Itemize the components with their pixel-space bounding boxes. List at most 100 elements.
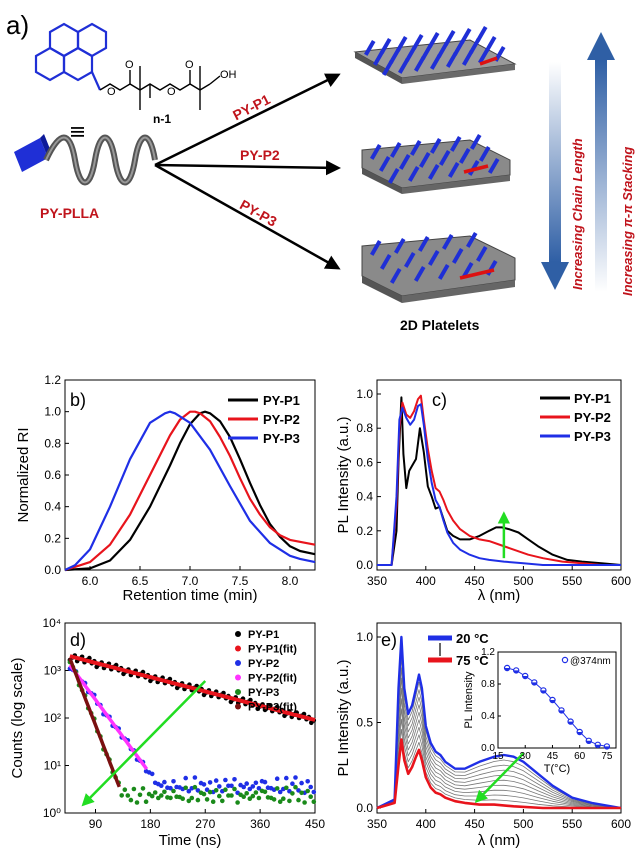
data-point xyxy=(162,789,167,795)
legend-entry: PY-P2 xyxy=(263,412,300,427)
platelet-2-spacing-arrow xyxy=(463,164,489,174)
data-point xyxy=(299,780,304,786)
platelet-1 xyxy=(353,26,517,84)
y-tick-label: 0.6 xyxy=(44,468,61,482)
data-point xyxy=(274,776,280,781)
data-point xyxy=(213,788,219,793)
pyrene-bar xyxy=(421,44,433,60)
x-tick-label: 270 xyxy=(195,817,215,831)
series-line-75c xyxy=(376,738,621,810)
legend-entry: PY-P2 xyxy=(574,410,611,425)
data-point xyxy=(149,771,155,777)
intermediate-curve xyxy=(376,718,622,809)
pyrene-bar xyxy=(444,29,456,46)
platelet-3-spacing-arrow xyxy=(459,268,495,280)
panel-c-frame xyxy=(376,379,622,571)
panel-e-label: e) xyxy=(381,630,397,650)
x-tick-label: 450 xyxy=(465,817,485,831)
py-plla-cartoon xyxy=(14,134,158,186)
route-arrow-2 xyxy=(154,160,341,176)
y-tick-label: 0.8 xyxy=(44,436,61,450)
data-point xyxy=(192,784,198,790)
y-tick-label: 0.4 xyxy=(44,500,61,514)
data-point xyxy=(296,788,301,793)
data-point xyxy=(253,780,259,786)
y-tick-label: 0.4 xyxy=(356,490,373,504)
x-tick-label: 450 xyxy=(465,574,485,588)
pyrene-bar xyxy=(461,262,474,278)
oxygen-label-3: O xyxy=(167,86,176,98)
legend-entry: PY-P3 xyxy=(248,687,279,699)
y-tick-label: 1.0 xyxy=(44,405,61,419)
data-point xyxy=(277,799,283,804)
x-tick-label: 7.5 xyxy=(232,574,249,588)
oxygen-label-4: O xyxy=(185,59,194,71)
panel-e-plot: 350 400 450 500 550 600 0.0 0.5 1.0 20 °C 75 °C xyxy=(356,630,631,831)
pyrene-bar xyxy=(394,238,406,254)
inset-x-tick-label: 15 xyxy=(492,751,504,762)
data-point xyxy=(232,777,237,782)
legend-marker xyxy=(235,660,241,666)
data-point xyxy=(281,796,286,801)
panel-c: 350 400 450 500 550 600 0.0 0.2 0.4 0.6 0.8 1.0 PY-P… xyxy=(335,379,631,604)
inset-legend-marker xyxy=(561,656,569,664)
pyrene-bar xyxy=(405,45,417,62)
pyrene-bar xyxy=(460,28,472,44)
pyrene-bar xyxy=(390,142,402,158)
inset-point-fill xyxy=(504,668,510,671)
series-line-py-p3 xyxy=(377,403,621,566)
data-point xyxy=(186,788,192,794)
inset-x-tick-label: 60 xyxy=(574,751,586,762)
pyrene-bar xyxy=(370,239,382,256)
green-arrow xyxy=(81,680,207,807)
data-point xyxy=(253,790,259,795)
data-point xyxy=(244,781,249,786)
data-point xyxy=(250,793,256,799)
series-line-20c xyxy=(376,635,622,810)
data-point xyxy=(180,796,185,801)
panel-b-plot: 6.0 6.5 7.0 7.5 8.0 0.0 0.2 0.4 0.6 0.8 1.0 1.2 PY-P… xyxy=(44,373,316,588)
pyrene-bar xyxy=(390,268,402,284)
data-point xyxy=(256,795,262,801)
x-tick-label: 550 xyxy=(562,817,582,831)
x-tick-label: 500 xyxy=(513,574,533,588)
y-tick-label: 10⁴ xyxy=(42,616,61,630)
inset-plot: 15 30 45 60 75 0.0 0.4 0.8 1.2 xyxy=(481,647,613,762)
green-arrow xyxy=(474,752,525,803)
inset-y-tick-label: 0.0 xyxy=(481,743,495,754)
data-point xyxy=(201,791,207,797)
y-tick-label: 1.0 xyxy=(356,387,373,401)
y-tick-label: 10² xyxy=(44,711,61,725)
data-point xyxy=(220,798,225,804)
panel-b-frame xyxy=(64,379,316,571)
data-point xyxy=(213,778,219,783)
y-tick-label: 1.2 xyxy=(44,373,61,387)
pyrene-bar xyxy=(403,251,416,268)
y-tick-label: 0.5 xyxy=(356,716,373,730)
data-point xyxy=(217,784,222,789)
panel-b-ylabel: Normalized RI xyxy=(15,427,32,522)
data-point xyxy=(186,798,192,804)
chain-length-arrow xyxy=(541,62,569,290)
x-tick-label: 600 xyxy=(611,817,631,831)
panel-c-plot: 350 400 450 500 550 600 0.0 0.2 0.4 0.6 0.8 1.0 PY-P… xyxy=(356,387,631,588)
pyrene-bar xyxy=(382,59,394,76)
platelets-caption: 2D Platelets xyxy=(400,317,480,333)
inset-y-tick-label: 1.2 xyxy=(481,647,495,658)
panel-d-ylabel: Counts (log scale) xyxy=(9,658,26,779)
repeat-subscript: n-1 xyxy=(153,112,171,126)
pyrene-bar xyxy=(430,53,442,70)
inset-point-fill xyxy=(586,740,592,744)
series-line-py-p3 xyxy=(64,410,316,571)
legend-marker xyxy=(235,703,241,710)
inset-legend: @374nm xyxy=(570,656,611,667)
data-point xyxy=(134,800,140,805)
legend-entry: PY-P3(fit) xyxy=(248,702,297,714)
series-line-py-p2 xyxy=(377,394,621,566)
panel-c-xlabel: λ (nm) xyxy=(478,587,521,604)
series-line-py-p2 xyxy=(64,410,316,572)
y-tick-label: 0.0 xyxy=(356,801,373,815)
data-point xyxy=(210,799,216,804)
pyrene-bar xyxy=(439,149,451,166)
pyrene-bar xyxy=(418,152,431,168)
